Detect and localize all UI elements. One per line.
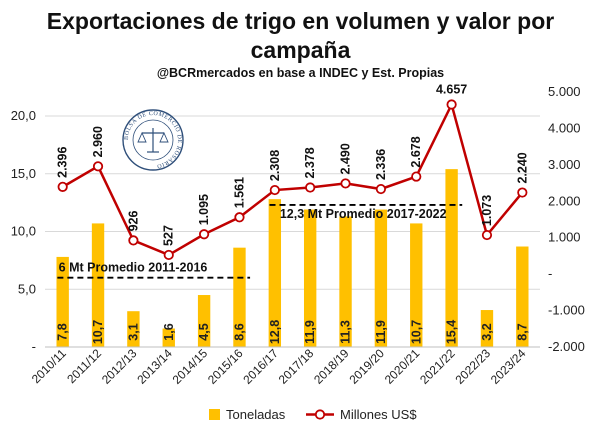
y-left-tick-label: 5,0 bbox=[18, 281, 36, 296]
line-point bbox=[517, 187, 528, 198]
line-value-label: 926 bbox=[126, 211, 140, 232]
x-tick-label: 2014/15 bbox=[170, 346, 211, 387]
bar-value-label: 15,4 bbox=[445, 320, 459, 344]
bar-value-label: 8,7 bbox=[515, 323, 529, 340]
legend-label: Toneladas bbox=[226, 407, 286, 422]
y-right-tick-label: -1.000 bbox=[548, 303, 585, 318]
y-left-tick-label: 10,0 bbox=[11, 224, 36, 239]
bar bbox=[56, 256, 69, 347]
x-tick-label: 2021/22 bbox=[417, 346, 458, 387]
chart-title-line1: Exportaciones de trigo en volumen y valo… bbox=[46, 8, 555, 34]
line-point bbox=[305, 182, 316, 193]
bar bbox=[91, 223, 105, 347]
y-left-tick-label: - bbox=[32, 339, 36, 354]
bar-value-label: 11,3 bbox=[339, 320, 353, 344]
x-tick-label: 2017/18 bbox=[276, 346, 317, 387]
x-tick-label: 2022/23 bbox=[453, 346, 494, 387]
series-line bbox=[62, 100, 524, 257]
bar bbox=[303, 209, 317, 347]
line-value-label: 2.308 bbox=[268, 150, 282, 181]
chart-title-line2: campaña bbox=[250, 37, 351, 63]
x-tick-label: 2020/21 bbox=[382, 346, 423, 387]
line-value-label: 2.490 bbox=[339, 143, 353, 174]
bar-value-label: 12,8 bbox=[268, 320, 282, 344]
y-left-tick-label: 20,0 bbox=[11, 108, 36, 123]
line-point bbox=[92, 161, 104, 172]
line-value-label: 4.657 bbox=[436, 82, 467, 96]
line-point bbox=[411, 171, 422, 182]
bar bbox=[233, 247, 246, 347]
line-point bbox=[481, 229, 493, 241]
x-tick-label: 2016/17 bbox=[240, 346, 281, 387]
average-annotation: 12,3 Mt Promedio 2017-2022 bbox=[280, 207, 447, 221]
y-right-tick-label: 3.000 bbox=[548, 157, 581, 172]
bar-value-label: 10,7 bbox=[91, 320, 105, 344]
bar-value-label: 10,7 bbox=[409, 320, 423, 344]
average-annotation: 6 Mt Promedio 2011-2016 bbox=[59, 261, 208, 275]
line-point bbox=[269, 184, 280, 196]
line-value-label: 2.396 bbox=[56, 147, 70, 178]
line-point bbox=[340, 178, 351, 189]
y-right-tick-label: 5.000 bbox=[548, 84, 581, 99]
bar bbox=[268, 199, 282, 347]
bar bbox=[374, 209, 388, 347]
bar bbox=[410, 223, 423, 347]
scale-pan-right bbox=[159, 131, 169, 143]
bar-value-label: 3,2 bbox=[480, 323, 494, 340]
line-value-label: 1.073 bbox=[480, 195, 494, 226]
scale-pan-left bbox=[137, 131, 147, 143]
bar bbox=[162, 328, 175, 347]
line-point bbox=[375, 183, 386, 195]
y-right-tick-label: - bbox=[548, 266, 552, 281]
bar-value-label: 11,9 bbox=[303, 320, 317, 344]
line-point bbox=[234, 212, 245, 223]
line-value-label: 527 bbox=[162, 225, 176, 246]
legend-swatch-marker bbox=[314, 409, 326, 420]
bar bbox=[127, 311, 140, 347]
bar bbox=[516, 246, 529, 347]
y-left-tick-label: 15,0 bbox=[11, 166, 36, 181]
x-tick-label: 2018/19 bbox=[311, 346, 352, 387]
x-tick-label: 2013/14 bbox=[134, 346, 175, 387]
seal-inner-ring bbox=[132, 119, 174, 161]
line-value-label: 1.561 bbox=[232, 177, 246, 208]
bcr-seal-logo: BOLSA DE COMERCIO DE ROSARIO bbox=[122, 109, 184, 171]
bar-value-label: 7,8 bbox=[56, 323, 70, 340]
bar-value-label: 1,6 bbox=[162, 323, 176, 340]
line-point bbox=[57, 181, 68, 192]
bar bbox=[480, 310, 494, 347]
line-point bbox=[163, 249, 174, 261]
x-tick-label: 2011/12 bbox=[64, 346, 104, 386]
legend-label: Millones US$ bbox=[340, 407, 417, 422]
y-right-tick-label: 2.000 bbox=[548, 193, 581, 208]
chart-subtitle: @BCRmercados en base a INDEC y Est. Prop… bbox=[156, 66, 445, 80]
line-value-label: 2.378 bbox=[303, 147, 317, 178]
y-right-tick-label: -2.000 bbox=[548, 339, 585, 354]
bar-value-label: 11,9 bbox=[374, 320, 388, 344]
line-value-label: 2.336 bbox=[374, 149, 388, 180]
y-right-tick-label: 1.000 bbox=[548, 230, 581, 245]
bar-value-label: 8,6 bbox=[232, 323, 246, 340]
x-tick-label: 2019/20 bbox=[346, 346, 387, 387]
line-value-label: 1.095 bbox=[197, 194, 211, 225]
x-tick-label: 2023/24 bbox=[488, 346, 529, 387]
line-point bbox=[128, 235, 139, 246]
line-value-label: 2.678 bbox=[409, 136, 423, 167]
bar-value-label: 3,1 bbox=[126, 323, 140, 340]
line-point bbox=[446, 99, 457, 110]
bar bbox=[197, 295, 211, 347]
line-point bbox=[199, 229, 210, 240]
bar bbox=[339, 216, 352, 347]
legend-swatch-bar bbox=[209, 409, 220, 420]
bar-value-label: 4,5 bbox=[197, 323, 211, 340]
x-tick-label: 2015/16 bbox=[205, 346, 246, 387]
y-right-tick-label: 4.000 bbox=[548, 120, 581, 135]
x-tick-label: 2012/13 bbox=[99, 346, 140, 387]
bar bbox=[445, 169, 458, 347]
line-value-label: 2.240 bbox=[515, 152, 529, 183]
line-value-label: 2.960 bbox=[91, 126, 105, 157]
